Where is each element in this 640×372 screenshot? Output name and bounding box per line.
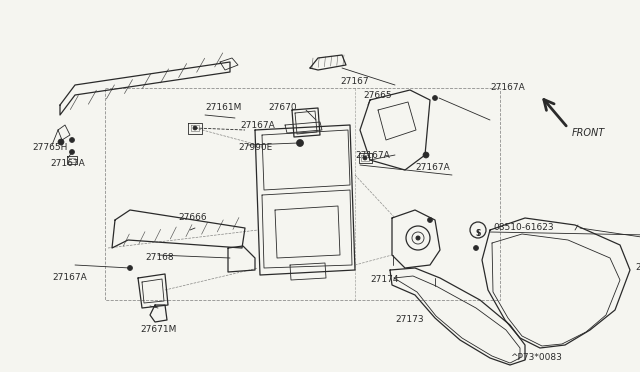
Circle shape xyxy=(193,126,197,130)
Text: 27174: 27174 xyxy=(370,276,399,285)
Text: 27671M: 27671M xyxy=(140,326,177,334)
Text: 27665: 27665 xyxy=(363,90,392,99)
Text: 27168: 27168 xyxy=(145,253,173,263)
Text: 27765H: 27765H xyxy=(32,144,67,153)
Circle shape xyxy=(70,150,74,154)
Text: 27167A: 27167A xyxy=(355,151,390,160)
Circle shape xyxy=(423,152,429,158)
Text: FRONT: FRONT xyxy=(572,128,605,138)
Circle shape xyxy=(416,236,420,240)
Circle shape xyxy=(428,218,433,222)
Text: ^P73*0083: ^P73*0083 xyxy=(510,353,562,362)
Text: 27172: 27172 xyxy=(635,263,640,273)
Text: S: S xyxy=(476,228,481,237)
Text: 27167A: 27167A xyxy=(415,164,450,173)
Text: 27167: 27167 xyxy=(340,77,369,87)
Text: 27173: 27173 xyxy=(395,315,424,324)
Text: 27167A: 27167A xyxy=(240,121,275,129)
Text: 27167A: 27167A xyxy=(50,158,84,167)
Circle shape xyxy=(363,156,367,160)
Circle shape xyxy=(58,139,64,145)
Text: 27990E: 27990E xyxy=(238,144,272,153)
Circle shape xyxy=(433,96,438,100)
Circle shape xyxy=(127,266,132,270)
Text: 27666: 27666 xyxy=(178,214,207,222)
Text: 27161M: 27161M xyxy=(205,103,241,112)
Text: 08510-61623: 08510-61623 xyxy=(493,224,554,232)
Circle shape xyxy=(296,140,303,147)
Text: 27167A: 27167A xyxy=(52,273,87,282)
Text: 27167A: 27167A xyxy=(490,83,525,93)
Circle shape xyxy=(474,246,479,250)
Text: 27670: 27670 xyxy=(268,103,296,112)
Circle shape xyxy=(70,138,74,142)
